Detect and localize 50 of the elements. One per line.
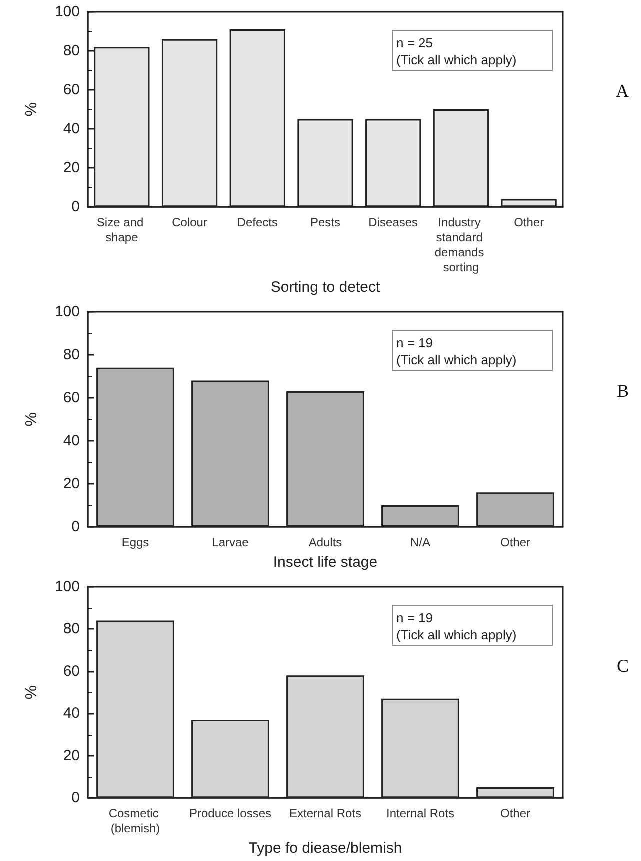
y-axis-title: % [24, 685, 40, 700]
y-tick-label: 80 [63, 620, 80, 638]
x-tick-label: Defects [237, 216, 278, 230]
y-tick-label: 20 [63, 160, 80, 177]
text: B [616, 381, 630, 401]
annotation: (Tick all which apply) [396, 352, 517, 368]
annotation: n = 19 [396, 336, 434, 350]
annotation: (Tick all which apply) [396, 52, 517, 68]
y-tick-label: 100 [54, 578, 80, 596]
x-tick-label: Larvae [212, 536, 250, 550]
y-tick-label: 20 [63, 747, 80, 764]
x-tick-label: Industry standard demands sorting [434, 216, 488, 275]
y-tick-label: 40 [63, 432, 80, 450]
y-tick-label: 60 [63, 390, 80, 406]
x-tick-label: External Rots [289, 806, 362, 821]
y-tick-label: 0 [72, 198, 80, 216]
y-tick-label: 60 [63, 662, 80, 680]
y-axis-title: % [24, 412, 40, 427]
y-tick-label: 100 [54, 304, 80, 320]
text: C [616, 656, 630, 676]
x-tick-label: Internal Rots [386, 806, 455, 821]
x-tick-label: Other [500, 806, 531, 821]
x-tick-label: Cosmetic (blemish) [108, 806, 162, 836]
x-tick-label: Eggs [122, 536, 150, 550]
y-tick-label: 40 [63, 705, 80, 722]
x-tick-label: Colour [172, 216, 208, 230]
y-tick-label: 40 [63, 120, 80, 138]
x-tick-label: Size and shape [96, 216, 147, 245]
x-tick-label: N/A [410, 536, 431, 550]
y-tick-label: 0 [72, 518, 80, 536]
y-tick-label: 100 [54, 4, 80, 20]
annotation: (Tick all which apply) [396, 628, 517, 642]
x-tick-label: Other [500, 536, 531, 550]
x-axis-title: Sorting to detect [270, 279, 381, 296]
annotation: n = 25 [396, 36, 434, 50]
x-axis-title: Type fo diease/blemish [248, 840, 402, 857]
y-tick-label: 80 [63, 42, 80, 60]
y-tick-label: 80 [63, 346, 80, 364]
y-tick-label: 20 [63, 476, 80, 492]
y-tick-label: 60 [63, 82, 80, 99]
text: A [616, 81, 629, 101]
x-tick-label: Other [514, 216, 544, 230]
x-tick-label: Adults [308, 536, 342, 550]
x-tick-label: Pests [310, 216, 341, 230]
x-axis-title: Insect life stage [273, 554, 378, 571]
x-tick-label: Diseases [368, 216, 418, 230]
y-tick-label: 0 [72, 790, 80, 807]
annotation: n = 19 [396, 610, 434, 626]
y-axis-title: % [24, 102, 40, 117]
x-tick-label: Produce losses [189, 806, 272, 821]
